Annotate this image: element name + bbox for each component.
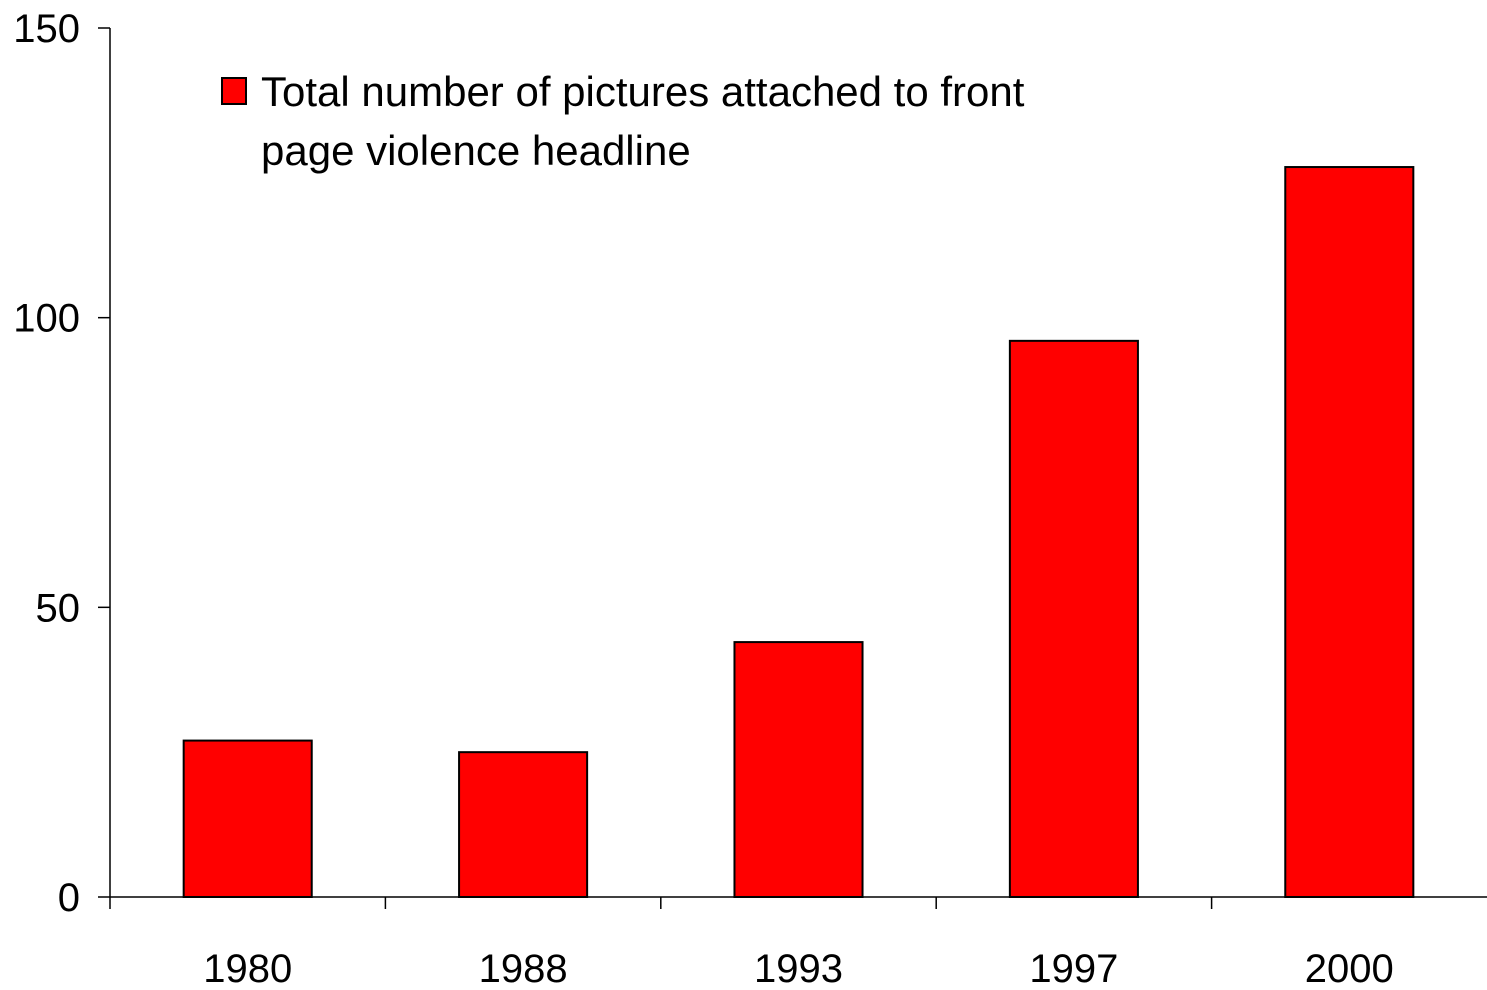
bar-1980 xyxy=(182,739,313,899)
legend-label-line-2: page violence headline xyxy=(261,127,691,174)
y-tick-label: 100 xyxy=(13,297,80,341)
y-tick-label: 150 xyxy=(13,7,80,51)
x-axis: 1980 1988 1993 1997 2000 xyxy=(109,896,1487,990)
y-tick-label: 0 xyxy=(58,876,80,920)
legend: Total number of pictures attached to fro… xyxy=(221,68,1036,174)
x-tick-label: 2000 xyxy=(1305,947,1394,990)
legend-label-line-1: Total number of pictures attached to fro… xyxy=(261,68,1025,115)
bar-1988 xyxy=(458,751,589,899)
x-tick-label: 1980 xyxy=(203,947,292,990)
legend-label: Total number of pictures attached to fro… xyxy=(261,68,1036,174)
x-tick-label: 1997 xyxy=(1029,947,1118,990)
bar-1993 xyxy=(733,641,864,898)
bar-1997 xyxy=(1008,339,1139,898)
bars xyxy=(182,166,1415,899)
x-tick-label: 1993 xyxy=(754,947,843,990)
y-tick-label: 50 xyxy=(36,586,81,630)
legend-swatch xyxy=(221,77,247,105)
bar-2000 xyxy=(1284,166,1415,899)
x-tick-label: 1988 xyxy=(479,947,568,990)
y-axis: 0 50 100 150 xyxy=(13,7,111,920)
